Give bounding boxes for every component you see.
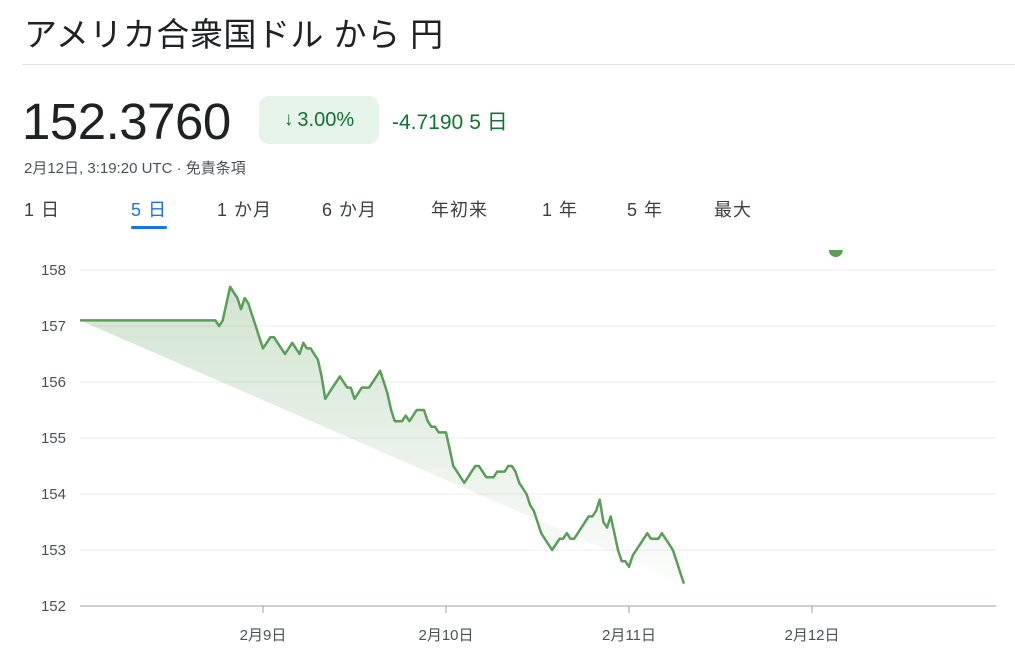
header-divider — [22, 64, 1015, 65]
tab-1-day[interactable]: 1 日 — [24, 200, 61, 220]
change-percent-badge: ↓ 3.00% — [259, 96, 379, 144]
y-tick-label: 154 — [41, 486, 66, 503]
price-area — [80, 286, 684, 584]
tab-max[interactable]: 最大 — [714, 200, 752, 220]
latest-price-dot — [828, 250, 843, 257]
x-tick-label: 2月9日 — [240, 627, 287, 644]
y-tick-label: 155 — [41, 430, 66, 447]
y-tick-label: 157 — [41, 318, 66, 335]
timestamp-disclaimer[interactable]: 2月12日, 3:19:20 UTC · 免責条項 — [24, 160, 246, 177]
change-period: 5 日 — [469, 111, 508, 134]
y-tick-label: 156 — [41, 374, 66, 391]
y-tick-label: 153 — [41, 542, 66, 559]
tab-1-year[interactable]: 1 年 — [542, 200, 579, 220]
x-tick-label: 2月12日 — [784, 627, 839, 644]
x-tick-label: 2月11日 — [602, 627, 656, 644]
y-tick-label: 152 — [41, 598, 66, 615]
y-tick-label: 158 — [41, 262, 66, 279]
change-value: -4.7190 — [392, 111, 464, 134]
x-tick-label: 2月10日 — [418, 627, 473, 644]
tab-1-month[interactable]: 1 か月 — [217, 200, 273, 220]
change-percent: 3.00% — [297, 108, 355, 131]
page-title: アメリカ合衆国ドル から 円 — [24, 16, 444, 53]
tab-6-months[interactable]: 6 か月 — [322, 200, 378, 220]
price-chart[interactable]: 152 153 154 155 156 157 158 2月9日 2月10日 2月11日 2月12日 — [0, 250, 1015, 660]
current-price: 152.3760 — [22, 93, 231, 150]
tab-5-days[interactable]: 5 日 — [131, 196, 168, 229]
down-arrow-icon: ↓ — [283, 109, 294, 130]
price-line — [80, 285, 686, 584]
tab-ytd[interactable]: 年初来 — [431, 200, 488, 220]
change-summary: -4.7190 5 日 — [392, 106, 508, 136]
tab-5-years[interactable]: 5 年 — [627, 200, 664, 220]
